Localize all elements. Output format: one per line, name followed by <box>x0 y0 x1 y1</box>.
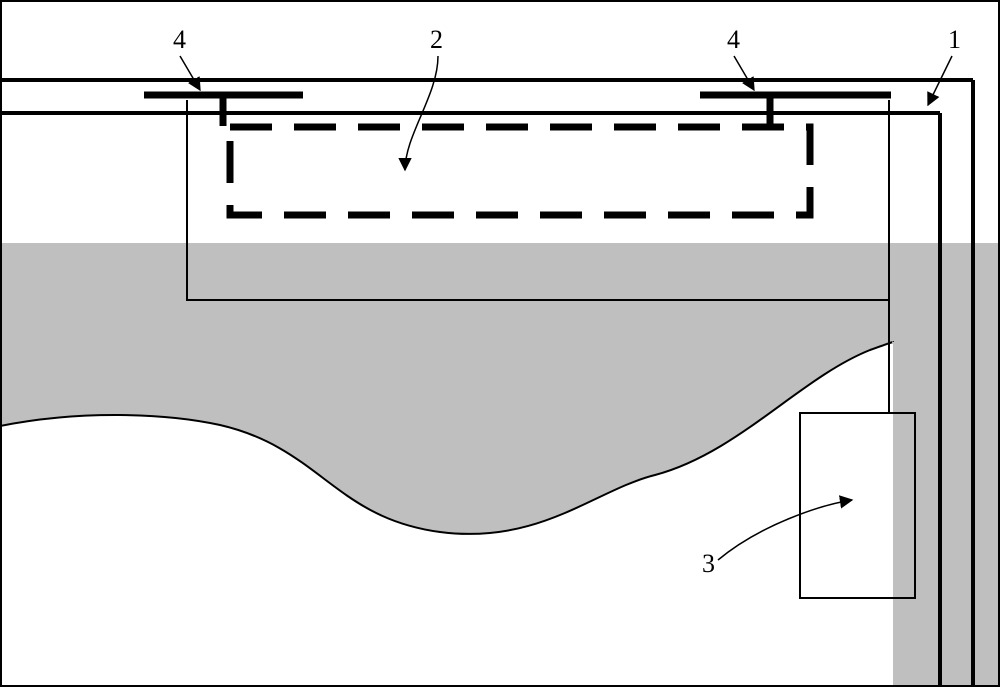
inner-rect-gray-part <box>187 243 889 300</box>
label-1: 1 <box>948 25 961 54</box>
gray-right-fill <box>893 342 1000 687</box>
label-4_left: 4 <box>173 25 186 54</box>
diagram-svg: 4 2 4 1 3 <box>0 0 1000 687</box>
label-3: 3 <box>702 549 715 578</box>
label-4_right: 4 <box>727 25 740 54</box>
label-2: 2 <box>430 25 443 54</box>
